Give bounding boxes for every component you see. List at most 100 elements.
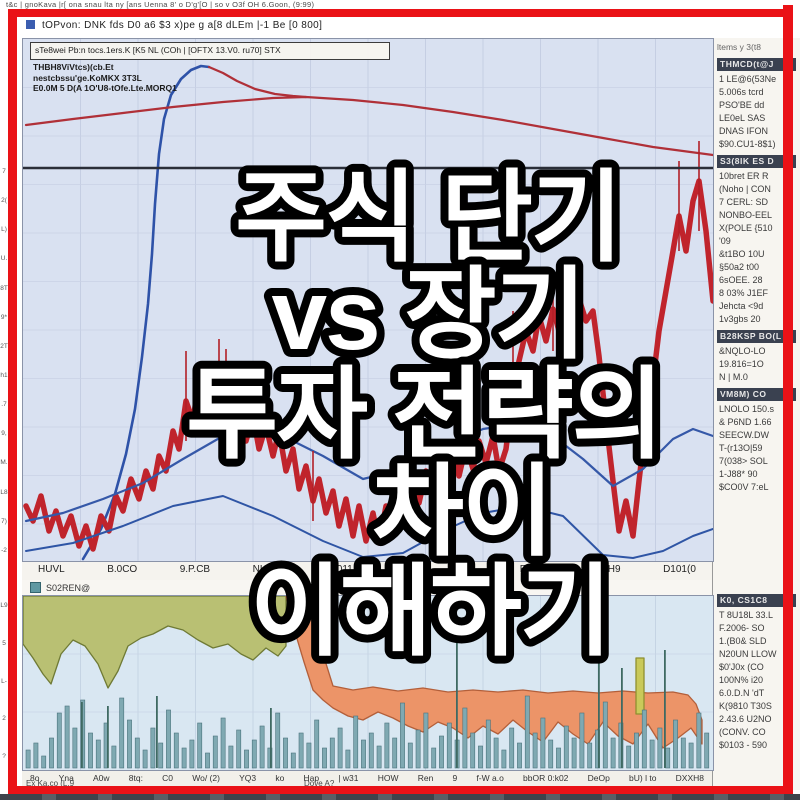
sidebar-price-row: 5.006s tcrd <box>719 87 764 97</box>
chart-notes: THBH8ViVtcs)(cb.Et nestcbssu'ge.KoMKX 3T… <box>33 62 313 94</box>
axis-label: 8o <box>30 773 40 783</box>
chart-toolbar: tOPvon: DNK fds D0 a6 $3 x)pe g a[8 dLEm… <box>26 20 726 36</box>
volume-bar <box>189 739 195 769</box>
volume-bar <box>205 752 210 769</box>
axis-label: E2%9 <box>519 564 547 575</box>
y-tick: 2 <box>2 715 6 723</box>
series-overview-red-from-peak <box>207 65 308 99</box>
axis-label: | w31 <box>338 773 359 783</box>
toolbar-swatch-icon <box>26 20 35 29</box>
volume-bar <box>634 732 639 769</box>
sidebar-price-row: 8 03% J1EF <box>719 288 769 298</box>
volume-bar <box>602 701 608 769</box>
axis-label: C0 <box>162 773 174 783</box>
volume-bar <box>251 739 257 769</box>
red-frame-right <box>783 5 793 795</box>
sidebar-price-row: T-(r13O|59 <box>719 443 763 453</box>
y-tick: -2 <box>1 546 7 554</box>
sidebar-price-row: (CONV. CO <box>719 727 766 737</box>
volume-bar <box>127 719 132 769</box>
axis-sub-left: Ex Ka.co (L.9 <box>26 779 75 788</box>
volume-bar <box>337 727 343 769</box>
y-tick: 5 <box>2 639 6 647</box>
top-garbled-text: t&c | gnoKava |r[ ona snau lta ny [ans U… <box>6 0 315 9</box>
volume-spike <box>270 708 272 768</box>
volume-bar <box>704 732 710 769</box>
volume-spike <box>621 668 623 768</box>
y-tick: 8T <box>0 284 8 292</box>
sidebar-price-row: &NQLO-LO <box>719 346 766 356</box>
sidebar-top-label: ltems y 3(t8 <box>717 42 761 52</box>
volume-spike <box>664 650 666 768</box>
volume-bar <box>641 709 647 769</box>
volume-bar <box>306 742 312 769</box>
volume-bar <box>517 742 522 769</box>
volume-bar <box>49 737 54 769</box>
volume-bar <box>431 747 437 769</box>
y-tick: h1 <box>0 371 8 379</box>
sidebar-price-row: PSO'BE dd <box>719 100 765 110</box>
chart-note-line: nestcbssu'ge.KoMKX 3T3L <box>33 72 142 83</box>
volume-bar <box>368 732 374 769</box>
series-ma-blue-1 <box>24 421 715 523</box>
volume-bar <box>166 709 171 769</box>
volume-bar <box>72 727 78 769</box>
volume-bar <box>314 719 320 769</box>
sidebar-price-row: LNOLO 150.s <box>719 404 775 414</box>
volume-bar <box>532 732 538 769</box>
series-ma-blue-2 <box>25 495 714 559</box>
sidebar-price-row: $0'J0x (CO <box>719 662 764 672</box>
y-tick: ? <box>2 753 6 760</box>
volume-bar <box>64 705 70 769</box>
axis-sub-mid: Dove A? <box>304 779 335 788</box>
volume-bar <box>618 722 624 769</box>
volume-bar <box>158 742 164 769</box>
y-tick: M. <box>0 459 8 467</box>
volume-spike <box>156 696 158 768</box>
axis-label: DXXH8 <box>675 773 704 783</box>
bottom-x-axis: 8o Yna A0w 8tq: C0 Wo/ (2) YQ3 ko Hap | w31 HOW Ren… <box>22 770 712 786</box>
volume-bar <box>173 732 179 769</box>
volume-bar <box>462 707 468 769</box>
red-frame-left <box>8 9 17 788</box>
y-tick: 9, <box>1 430 7 438</box>
volume-bar <box>680 737 686 769</box>
sidebar-price-row: (Noho | CON <box>719 184 771 194</box>
axis-label: HUVL <box>38 564 65 575</box>
axis-label: Hap <box>303 773 320 783</box>
sidebar-section-header: K0, CS1C8 <box>717 594 796 607</box>
sidebar-price-row: $0103 - 590 <box>719 740 768 750</box>
chart-note-line: E0.0M 5 D(A 1O'U8-tOfe.Lte.MORQ1 <box>33 83 177 93</box>
axis-label: D60(1 <box>449 564 478 575</box>
sidebar-price-row: & P6ND 1.66 <box>719 417 772 427</box>
volume-bar <box>244 749 249 769</box>
sidebar-price-row: $CO0V 7:eL <box>719 482 769 492</box>
volume-bar <box>563 725 569 769</box>
volume-bar <box>41 755 47 769</box>
sidebar-price-row: 10bret ER R <box>719 171 769 181</box>
volume-bar <box>25 749 31 769</box>
sidebar-price-row: NONBO-EEL <box>719 210 773 220</box>
volume-bar <box>665 747 671 769</box>
sidebar-price-row: 6sOEE. 28 <box>719 275 763 285</box>
volume-bar <box>197 722 203 769</box>
sidebar-price-row: 1 LE@6(53Ne <box>719 74 777 84</box>
volume-bar <box>439 735 444 769</box>
sidebar-price-row: 19.816=1O <box>719 359 764 369</box>
indicator-chart <box>22 595 713 770</box>
toolbar-text: tOPvon: DNK fds D0 a6 $3 x)pe g a[8 dLEm… <box>42 20 323 31</box>
volume-bar <box>509 727 515 769</box>
sidebar-price-row: Jehcta <9d <box>719 301 764 311</box>
axis-label: bU) l to <box>629 773 657 783</box>
axis-label: (2) <box>395 564 408 575</box>
sidebar-sections: THMCD(t@J 1 LE@6(53Ne 5.006s tcrd PSO'BE dd… <box>717 58 800 752</box>
axis-label: Ren <box>417 773 434 783</box>
area-yellow-accent-bar <box>635 657 645 715</box>
volume-bar <box>142 749 148 769</box>
price-chart <box>23 39 716 561</box>
volume-bar <box>649 739 655 769</box>
volume-spike <box>81 702 83 768</box>
volume-bar <box>696 712 702 769</box>
sidebar-price-row: N | M.0 <box>719 372 748 382</box>
volume-bar <box>485 719 491 769</box>
